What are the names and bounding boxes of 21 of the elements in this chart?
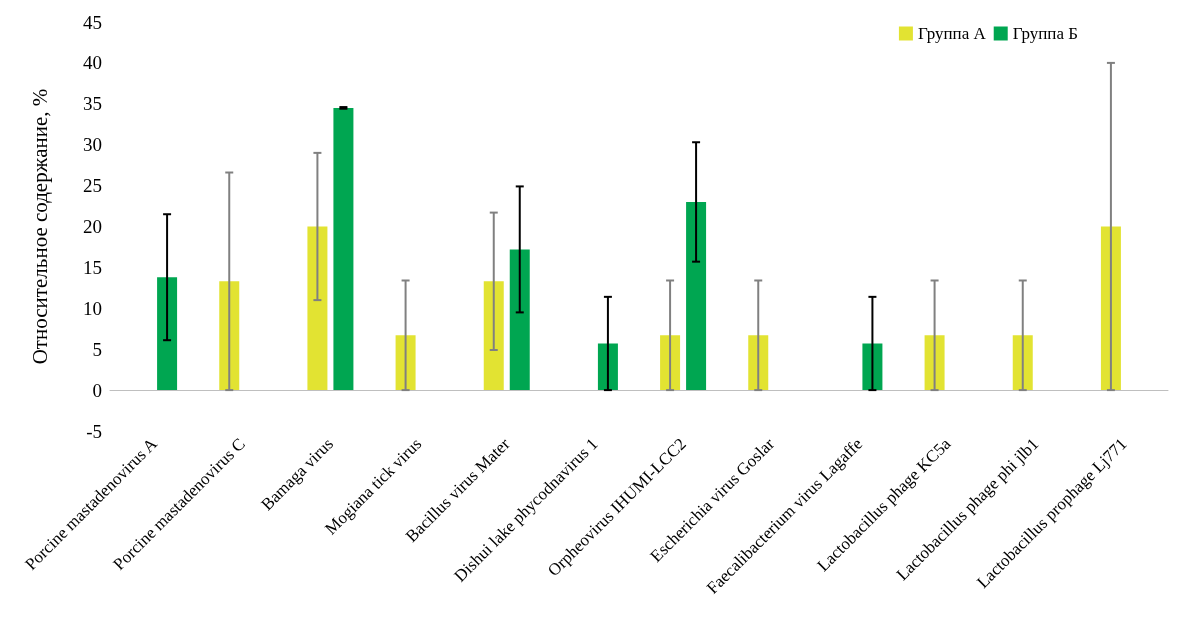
bar: [157, 277, 178, 391]
y-tick-label: 25: [83, 175, 102, 197]
y-tick-label: 5: [92, 338, 102, 360]
y-axis-title: Относительное содержание, %: [27, 88, 52, 365]
legend-label: Группа А: [917, 24, 987, 43]
y-tick-label: 35: [83, 93, 102, 115]
bar: [219, 281, 240, 391]
y-tick-label: 15: [83, 256, 102, 278]
y-tick-label: 40: [83, 52, 102, 74]
bar: [509, 249, 530, 391]
bar: [307, 226, 328, 391]
bar: [483, 281, 504, 391]
y-tick-label: 0: [92, 379, 102, 401]
y-tick-label: 30: [83, 134, 102, 156]
y-tick-label: 20: [83, 216, 102, 237]
bar: [686, 201, 707, 391]
y-tick-label: 10: [83, 297, 102, 319]
legend-label: Группа Б: [1012, 24, 1079, 43]
bar: [333, 107, 354, 391]
y-tick-label: 45: [83, 11, 102, 33]
y-tick-label: -5: [86, 420, 102, 442]
